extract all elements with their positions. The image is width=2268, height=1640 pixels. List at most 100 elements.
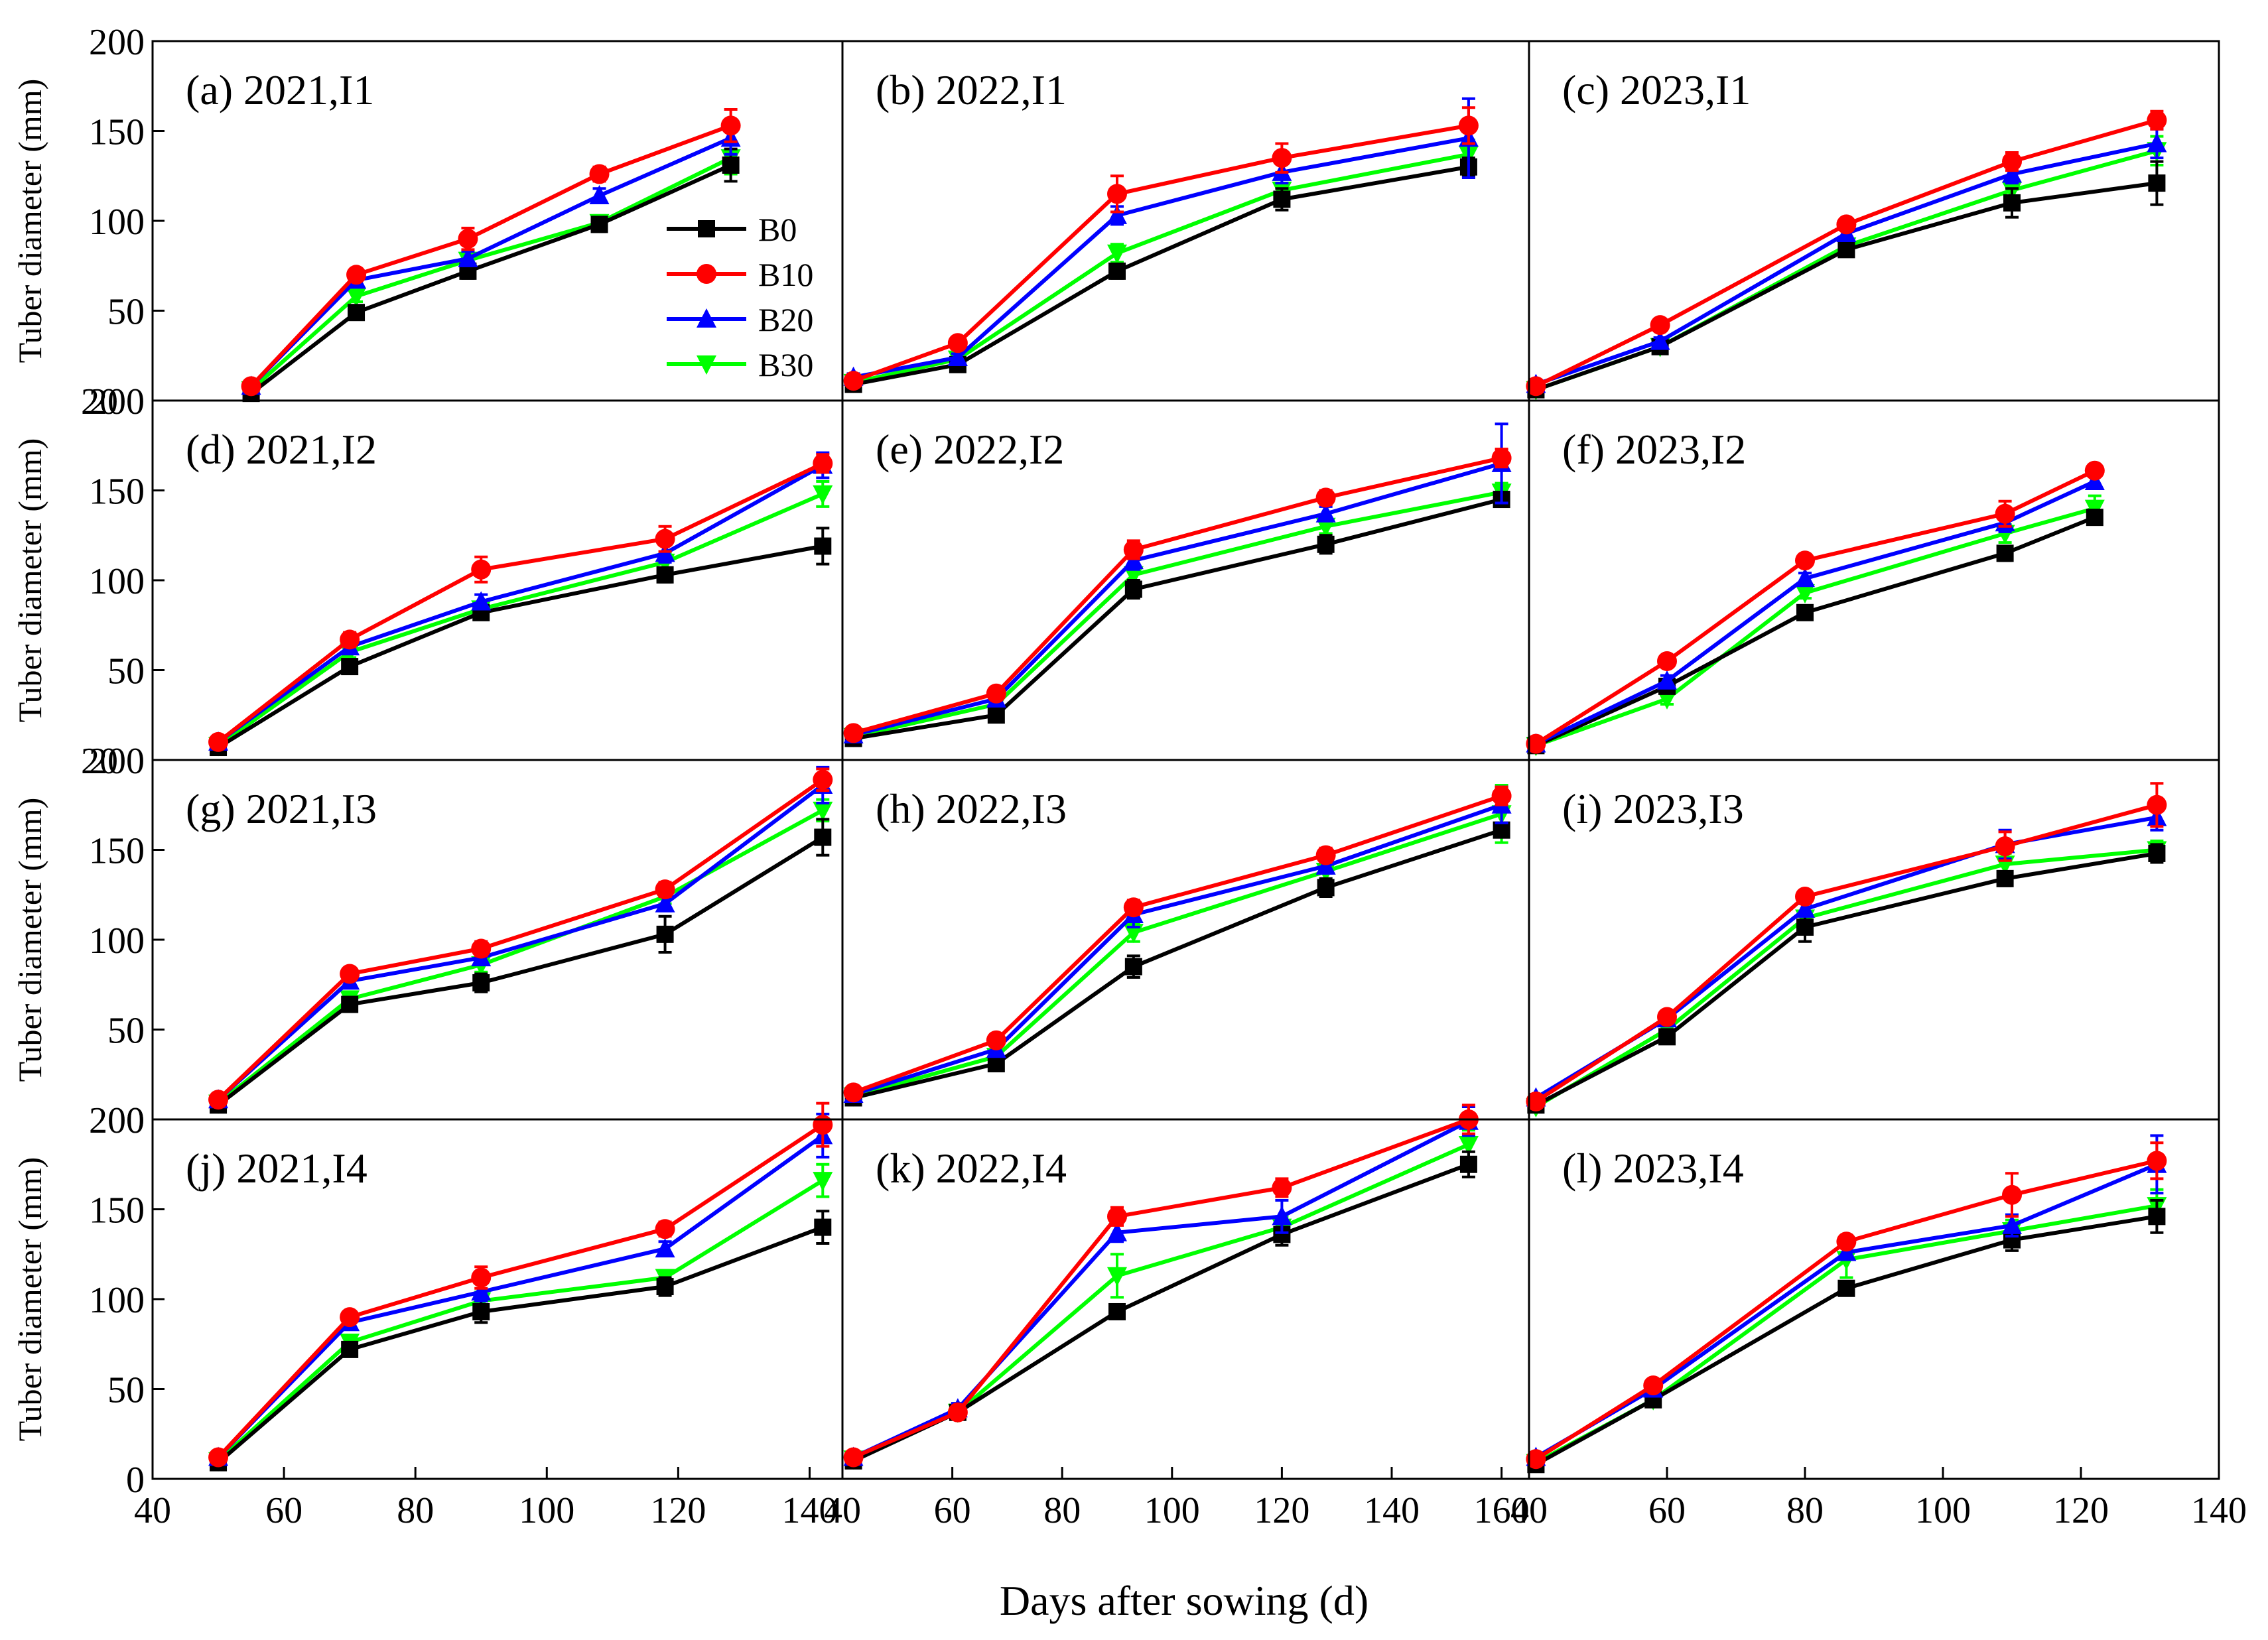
legend-label-B0: B0 — [758, 211, 797, 248]
panel-j: (j) 2021,I4 0 50 100 150 200 40 60 80 100 120 140 — [89, 1100, 844, 1531]
y-tick-label: 200 — [89, 22, 145, 63]
data-point-B0 — [814, 828, 832, 846]
data-point-B0 — [722, 156, 740, 174]
data-point-B0 — [1837, 1279, 1855, 1297]
data-point-B0 — [1317, 535, 1335, 553]
panel-title: (l) 2023,I4 — [1562, 1145, 1744, 1192]
y-axis-title: Tuber diameter (mm) — [11, 1157, 48, 1442]
legend-label-B30: B30 — [758, 346, 813, 383]
data-point-B10 — [1107, 1206, 1127, 1227]
data-point-B0 — [590, 216, 608, 233]
data-point-B10 — [346, 265, 367, 285]
data-point-B10 — [1491, 448, 1512, 468]
x-tick-label: 60 — [265, 1490, 302, 1531]
panel-title: (a) 2021,I1 — [186, 66, 374, 113]
data-point-B10 — [1995, 503, 2015, 524]
data-point-B20 — [458, 247, 478, 267]
data-point-B10 — [340, 964, 360, 984]
data-point-B20 — [1315, 503, 1336, 523]
data-point-B20 — [2147, 133, 2167, 153]
data-point-B10 — [1123, 897, 1144, 918]
y-tick-label: 150 — [89, 472, 145, 513]
y-tick-label: 200 — [89, 1100, 145, 1141]
data-point-B10 — [1491, 786, 1512, 806]
x-tick-label: 80 — [397, 1490, 434, 1531]
data-point-B0 — [1996, 544, 2014, 562]
data-point-B0 — [1493, 821, 1510, 839]
x-tick-label: 120 — [2053, 1490, 2109, 1531]
data-point-B10 — [843, 371, 864, 391]
y-tick-label: 150 — [89, 831, 145, 872]
data-point-B0 — [1124, 580, 1142, 598]
panel-title: (b) 2022,I1 — [876, 66, 1067, 113]
data-point-B10 — [843, 1447, 864, 1468]
y-tick-label: 100 — [89, 920, 145, 962]
data-point-B10 — [1272, 1177, 1292, 1198]
legend-marker-B10 — [697, 264, 716, 284]
data-point-B20 — [1657, 670, 1677, 690]
panel-c: (c) 2023,I1 — [1526, 40, 2220, 402]
data-point-B10 — [1657, 651, 1677, 671]
data-point-B10 — [471, 559, 492, 580]
y-tick-label: 50 — [107, 651, 145, 692]
panel-title: (h) 2022,I3 — [876, 785, 1067, 832]
x-tick-label: 40 — [824, 1490, 861, 1531]
data-point-B0 — [1108, 1302, 1126, 1320]
y-axis-title: Tuber diameter (mm) — [11, 798, 48, 1082]
panel-title: (f) 2023,I2 — [1562, 426, 1746, 473]
data-point-B0 — [2148, 844, 2166, 862]
panel-frame — [1528, 1118, 2220, 1480]
data-point-B10 — [2002, 151, 2022, 172]
y-axis-labels: 20 20 Tuber diameter (mm) Tuber diameter (m… — [11, 79, 165, 1442]
legend-marker-B20 — [697, 308, 716, 328]
y-tick-label: 0 — [126, 1460, 145, 1501]
data-point-B10 — [1526, 1449, 1546, 1470]
data-point-B0 — [656, 925, 674, 943]
data-point-B10 — [1526, 1091, 1546, 1111]
data-point-B0 — [1317, 879, 1335, 897]
data-point-B10 — [1272, 148, 1292, 168]
data-point-B10 — [986, 1030, 1006, 1050]
panel-l: (l) 2023,I4 40 60 80 100 120 140 — [1510, 1118, 2247, 1531]
data-point-B20 — [947, 346, 968, 366]
x-tick-label: 60 — [1648, 1490, 1686, 1531]
data-point-B10 — [1657, 1007, 1677, 1027]
y-tick-label: 100 — [89, 202, 145, 243]
y-tick-label: 20 — [81, 741, 118, 782]
data-point-B0 — [987, 1054, 1005, 1072]
panel-g: (g) 2021,I3 0 50 100 150 200 — [89, 741, 844, 1141]
y-tick-label: 150 — [89, 1190, 145, 1231]
x-tick-label: 140 — [2191, 1490, 2247, 1531]
y-tick-label: 200 — [89, 381, 145, 422]
data-point-B0 — [472, 1302, 490, 1320]
data-point-B30 — [1107, 244, 1127, 264]
y-axis-title: Tuber diameter (mm) — [11, 438, 48, 723]
legend: B0 B10 B20 B30 — [667, 211, 813, 383]
data-point-B0 — [2003, 194, 2021, 212]
y-tick-label: 20 — [81, 381, 118, 422]
data-point-B20 — [1795, 898, 1815, 918]
x-tick-label: 160 — [1474, 1490, 1530, 1531]
y-tick-label: 100 — [89, 1280, 145, 1321]
panel-title: (k) 2022,I4 — [876, 1145, 1067, 1192]
data-point-B20 — [471, 591, 492, 611]
data-point-B10 — [2147, 110, 2167, 131]
data-point-B0 — [656, 566, 674, 584]
data-point-B0 — [1124, 958, 1142, 976]
data-point-B30 — [1123, 566, 1144, 586]
data-point-B20 — [471, 1281, 492, 1301]
data-point-B0 — [656, 1278, 674, 1296]
y-tick-label: 0 — [126, 1100, 145, 1141]
data-point-B10 — [208, 1447, 229, 1468]
panel-h: (h) 2022,I3 — [841, 759, 1530, 1121]
data-point-B20 — [1107, 1222, 1127, 1241]
data-point-B10 — [986, 683, 1006, 704]
data-point-B10 — [1315, 845, 1336, 865]
data-point-B10 — [471, 938, 492, 959]
data-point-B10 — [2147, 1151, 2167, 1171]
data-point-B0 — [1837, 241, 1855, 259]
data-point-B10 — [947, 1402, 968, 1422]
data-point-B10 — [843, 723, 864, 743]
data-point-B0 — [1796, 918, 1814, 936]
panel-title: (e) 2022,I2 — [876, 426, 1064, 473]
